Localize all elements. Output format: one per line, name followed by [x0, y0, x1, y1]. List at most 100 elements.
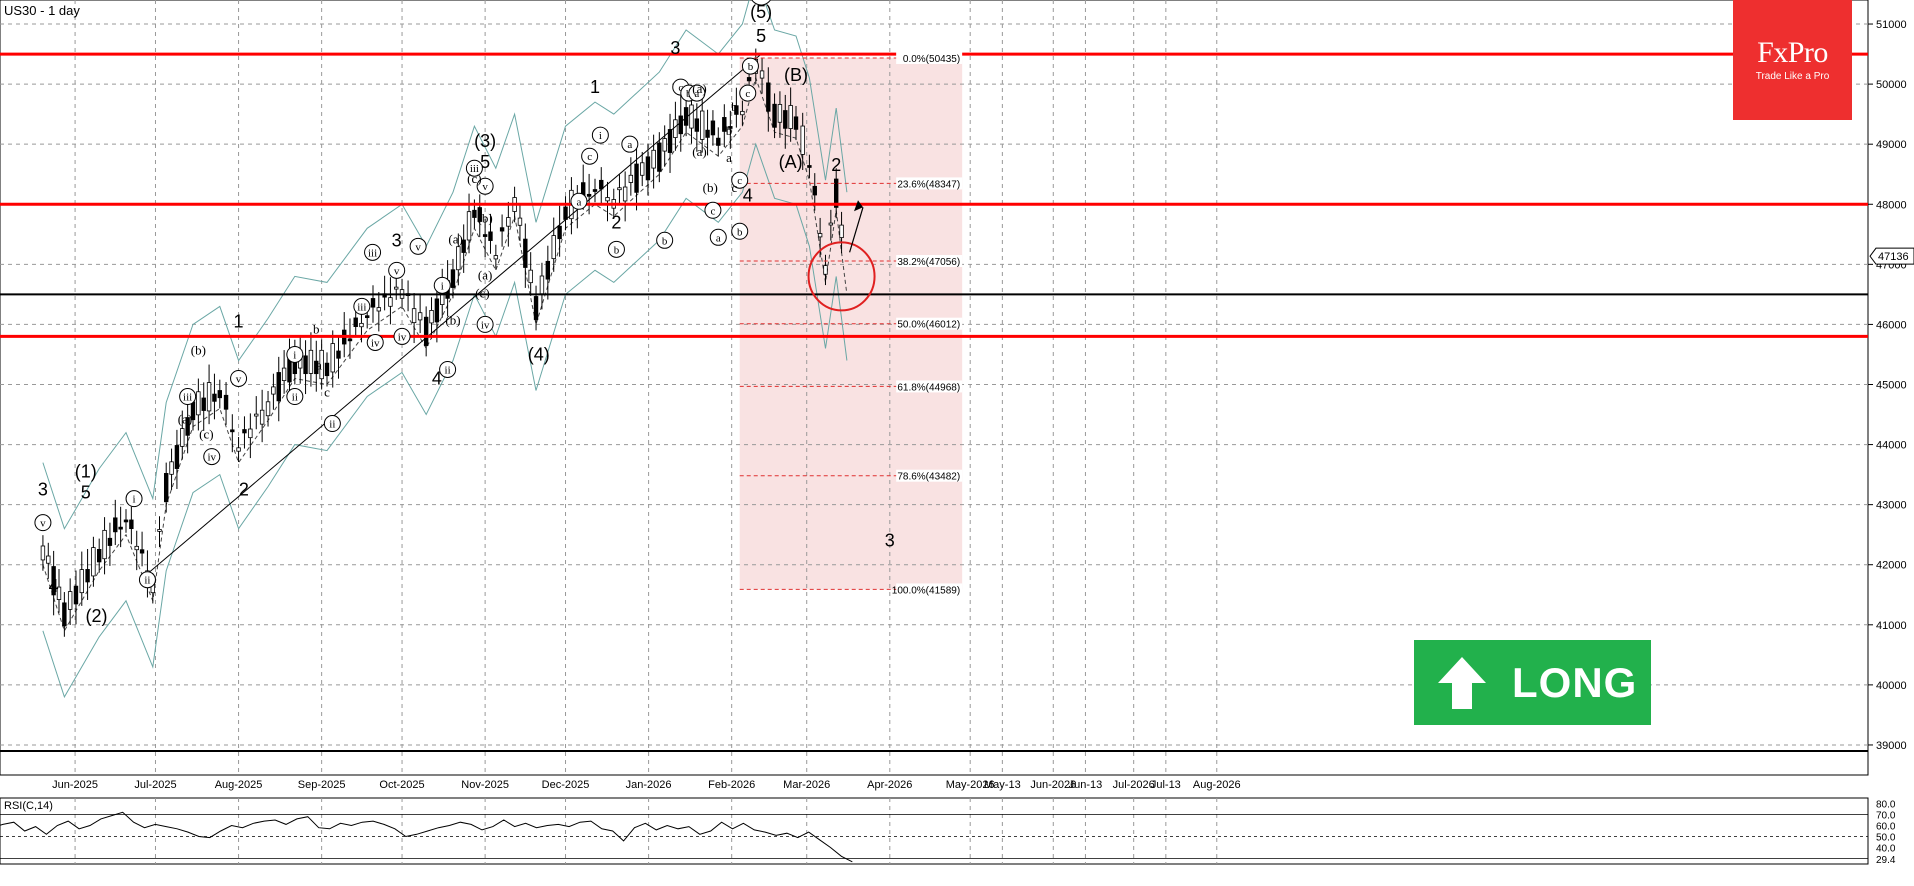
candle-body: [359, 322, 364, 328]
x-tick-label: Jun-2025: [52, 779, 98, 791]
candle-body: [622, 186, 628, 202]
fib-level-label: 38.2%(47056): [897, 257, 960, 268]
candle-body: [254, 413, 259, 417]
arrow-up-icon: [1438, 656, 1486, 709]
candle-body: [265, 401, 271, 417]
wave-circle-label: 1: [757, 0, 766, 4]
candle-body: [236, 447, 241, 452]
x-tick-label: Jan-2026: [626, 779, 672, 791]
wave-circle-label: c: [710, 205, 715, 217]
x-tick-label: Mar-2026: [783, 779, 830, 791]
highlight-circle: [807, 241, 876, 312]
candle-body: [673, 119, 678, 138]
candle-body: [353, 317, 358, 327]
projection-arrow: [849, 207, 864, 253]
wave-sublabel: c: [731, 180, 737, 195]
candle-body: [134, 545, 139, 551]
wave-circle-label: b: [662, 235, 668, 247]
wave-sublabel: b: [313, 321, 320, 336]
candle-body: [766, 82, 771, 112]
candle-body: [206, 382, 212, 412]
wave-label: 1: [590, 77, 600, 97]
fib-label-bg: [896, 177, 963, 190]
candle-body: [728, 126, 733, 129]
wave-circle-label: ii: [329, 419, 335, 431]
wave-label: 2: [239, 480, 249, 500]
wave-circle: [230, 369, 248, 387]
candle-body: [722, 117, 727, 132]
candle-body: [330, 343, 335, 373]
wave-label: 5: [756, 26, 766, 46]
projection-arrow-head: [854, 200, 863, 212]
wave-sublabel: (a): [448, 231, 462, 246]
candle-body: [67, 591, 73, 610]
wave-circle-label: c: [745, 88, 750, 100]
candle-body: [394, 286, 399, 290]
candle-body: [129, 519, 134, 530]
wave-circle: [476, 315, 494, 333]
wave-circle-label: a: [694, 88, 699, 100]
wave-circle: [409, 237, 427, 255]
fxpro-logo: FxPro Trade Like a Pro: [1733, 0, 1852, 120]
logo-tagline: Trade Like a Pro: [1755, 71, 1830, 82]
candle-body: [40, 545, 46, 561]
candle-body: [678, 115, 683, 135]
wave-label: 2: [831, 155, 841, 175]
candle-body: [271, 386, 276, 395]
wave-circle: [621, 135, 639, 153]
candle-body: [364, 315, 370, 319]
fib-level-label: 78.6%(43482): [897, 472, 960, 483]
rsi-title: RSI(C,14): [4, 800, 53, 812]
candle-body: [657, 142, 662, 172]
wave-circle: [388, 261, 406, 279]
candle-body: [107, 537, 113, 546]
wave-sublabel: a: [316, 357, 322, 372]
candle-body: [700, 110, 705, 140]
wave-circle: [323, 415, 341, 433]
wave-circle: [607, 240, 625, 258]
y-tick-label: 49000: [1876, 139, 1907, 151]
x-tick-label: May-13: [984, 779, 1021, 791]
wave-sublabel: (b): [191, 342, 206, 357]
wave-sublabel: (a): [478, 267, 492, 282]
candle-body: [466, 211, 472, 241]
candle-body: [823, 265, 828, 275]
wave-label: 5: [480, 152, 490, 172]
wave-sublabel: (a): [692, 81, 706, 96]
wave-circle-label: b: [737, 226, 743, 238]
wave-label: 3: [38, 480, 48, 500]
long-signal-button[interactable]: LONG: [1414, 640, 1651, 725]
y-tick-label: 42000: [1876, 560, 1907, 572]
candle-body: [759, 70, 765, 79]
wave-label: (1): [75, 462, 97, 482]
candle-body: [533, 296, 539, 320]
wave-circle: [203, 448, 221, 466]
wave-circle-label: c: [678, 82, 683, 94]
candle-body: [777, 104, 783, 123]
candle-body: [303, 355, 308, 375]
wave-circle: [433, 276, 451, 294]
candle-body: [276, 372, 281, 402]
candle-body: [336, 350, 341, 359]
x-tick-label: Aug-2025: [215, 779, 263, 791]
wave-label: (4): [528, 344, 550, 364]
rsi-tick-label: 50.0: [1876, 833, 1896, 844]
wave-circle-label: v: [236, 373, 242, 385]
y-tick-label: 48000: [1876, 199, 1907, 211]
candle-body: [157, 529, 162, 532]
candle-body: [482, 234, 488, 237]
y-tick-label: 50000: [1876, 79, 1907, 91]
wave-circle-label: iv: [398, 331, 407, 343]
wave-label: 3: [392, 230, 402, 250]
candle-body: [429, 310, 434, 324]
candle-body: [710, 120, 716, 136]
candle-body: [196, 391, 201, 416]
current-price-tag: [1869, 247, 1914, 265]
candle-body: [434, 298, 440, 323]
fib-label-bg: [896, 583, 963, 596]
wave-label: (A): [779, 152, 803, 172]
candle-body: [73, 585, 79, 605]
candle-body: [800, 125, 805, 155]
wave-sublabel: c: [324, 385, 330, 400]
